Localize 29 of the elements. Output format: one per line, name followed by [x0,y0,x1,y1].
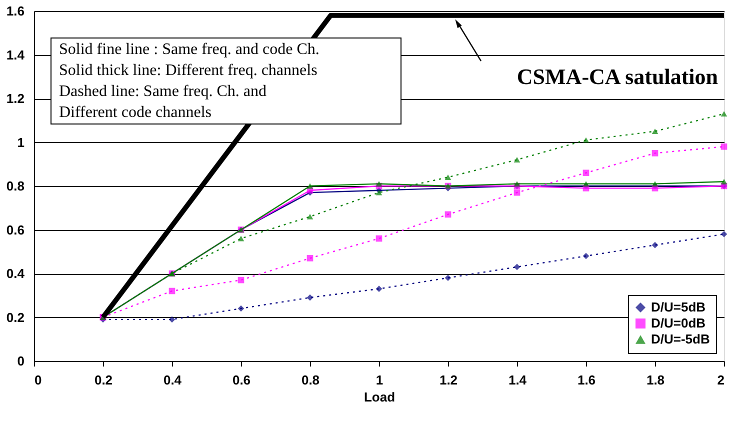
x-tick-label: 1 [376,372,384,388]
annotation: Different code channels [59,104,212,121]
annotation: CSMA-CA satulation [516,64,718,89]
x-tick-label: 1.2 [439,372,458,388]
y-tick-label: 0.8 [6,178,24,194]
y-tick-label: 1.6 [6,4,24,18]
annotation: Solid thick line: Different freq. channels [59,62,318,79]
x-tick-label: 0.6 [232,372,251,388]
x-tick-label: 1.4 [508,372,528,388]
x-tick-label: 0.4 [163,372,182,388]
x-tick-label: 1.8 [646,372,665,388]
x-tick-label: 1.6 [577,372,596,388]
y-tick-label: 0.2 [6,310,24,325]
annotation: Dashed line: Same freq. Ch. and [59,83,266,100]
y-tick-label: 0.4 [6,266,26,281]
x-tick-label: 2 [717,372,724,388]
y-tick-label: 0 [17,354,24,368]
legend-label: D/U=0dB [651,316,706,330]
y-tick-label: 1 [17,134,24,150]
y-tick-label: 0.6 [6,222,24,238]
x-tick-label: 0.2 [94,372,113,388]
y-tick-label: 1.2 [6,91,24,106]
x-tick-label: 0 [34,372,42,388]
legend-label: D/U=-5dB [651,332,710,346]
y-tick-label: 1.4 [6,47,26,62]
x-tick-label: 0.8 [301,372,320,388]
legend-label: D/U=5dB [651,300,706,314]
annotation: Solid fine line : Same freq. and code Ch. [59,41,320,58]
x-axis-title: Load [364,390,396,404]
